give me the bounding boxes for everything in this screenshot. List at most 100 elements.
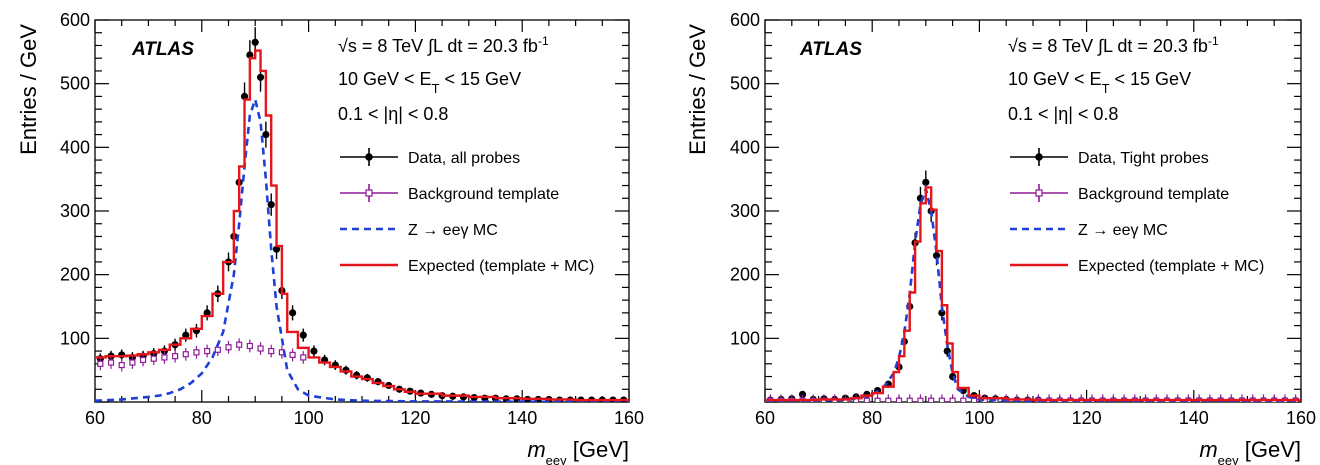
legend-label: Background template [408,186,559,203]
x-tick-label: 100 [964,408,994,428]
data-point [203,309,211,317]
x-tick-label: 120 [1072,408,1102,428]
x-tick-label: 60 [85,408,105,428]
template-point [246,342,253,350]
data-point [256,73,265,81]
energy-lumi-label: √s = 8 TeV ∫L dt = 20.3 fb-1 [1008,34,1219,56]
template-point [289,351,296,358]
x-axis-title: meeγ [GeV] [1199,437,1301,465]
energy-lumi-label: √s = 8 TeV ∫L dt = 20.3 fb-1 [338,34,549,56]
data-point [342,366,350,374]
legend-label: Expected (template + MC) [1078,258,1264,275]
template-point [895,397,903,402]
data-point [262,131,270,139]
template-point [960,397,967,402]
mc-dashed-line [765,184,1301,402]
y-tick-label: 500 [60,74,90,94]
data-point [299,331,307,339]
y-tick-label: 600 [730,10,760,30]
series-2 [765,184,1301,402]
x-tick-label: 140 [1179,408,1209,428]
template-point [938,397,945,402]
y-tick-label: 400 [60,137,90,157]
template-point [970,397,978,402]
template-point [129,359,136,366]
data-point [267,201,275,209]
y-axis-title: Entries / GeV [685,24,710,155]
template-point [214,346,221,353]
eta-range-label: 0.1 < |η| < 0.8 [1008,104,1118,124]
legend-label: Z → eeγ MC [1078,222,1168,239]
eta-range-label: 0.1 < |η| < 0.8 [338,104,448,124]
data-point [363,374,371,382]
data-point [251,38,259,46]
template-point [172,353,179,360]
expected-step-line [765,186,1301,402]
x-tick-label: 100 [294,408,324,428]
data-point [182,331,190,339]
template-point [97,360,104,367]
data-point [272,245,281,253]
template-point [906,397,913,402]
legend-entry-3: Expected (template + MC) [340,258,594,275]
y-tick-label: 600 [60,10,90,30]
y-tick-label: 300 [60,201,90,221]
template-point [917,397,924,402]
series-1 [97,338,307,372]
data-point [374,378,382,386]
plot-area [95,27,629,402]
series-0 [766,170,1300,402]
legend-entry-0: Data, all probes [340,148,520,167]
data-point [288,309,297,317]
y-tick-label: 200 [730,265,760,285]
y-tick-label: 500 [730,74,760,94]
y-tick-label: 100 [60,328,90,348]
x-tick-label: 80 [192,408,212,428]
legend-marker [1035,189,1043,197]
plot-area [765,170,1301,402]
chart-panel-right: 60 80 100 120 140 160 100 200 300 400 500 600 meeγ [… [685,10,1316,465]
data-point [240,92,249,100]
y-tick-label: 200 [60,265,90,285]
legend-entry-3: Expected (template + MC) [1010,258,1264,275]
data-point [310,347,318,355]
series-3 [765,186,1301,402]
mc-dashed-line [95,94,629,402]
template-point [236,341,243,348]
data-point [922,178,930,186]
legend-label: Z → eeγ MC [408,222,498,239]
template-point [204,347,211,355]
atlas-label: ATLAS [799,39,862,60]
data-point [353,371,361,379]
template-point [885,397,892,402]
template-point [161,354,168,361]
chart-panel-left: 60 80 100 120 140 160 100 200 300 400 500 600 meeγ [… [16,10,644,465]
x-tick-label: 160 [614,408,644,428]
template-point [182,351,189,358]
legend-entry-1: Background template [1010,184,1229,203]
et-range-label: 10 GeV < ET < 15 GeV [338,69,521,96]
legend-label: Data, Tight probes [1078,150,1209,167]
template-point [928,397,935,402]
template-point [193,349,200,356]
legend-marker [365,153,373,161]
legend-entry-1: Background template [340,184,559,203]
template-point [139,356,147,364]
atlas-label: ATLAS [131,39,194,60]
x-tick-label: 80 [862,408,882,428]
template-point [949,397,956,402]
x-axis-title: meeγ [GeV] [527,437,629,465]
expected-step-line [95,49,629,402]
legend-entry-2: Z → eeγ MC [340,222,498,239]
legend-label: Data, all probes [408,150,520,167]
series-2 [95,94,629,402]
legend-label: Expected (template + MC) [408,258,594,275]
y-tick-label: 400 [730,137,760,157]
template-point [874,397,881,402]
y-tick-label: 100 [730,328,760,348]
template-point [257,345,264,352]
y-axis-title: Entries / GeV [16,24,41,155]
legend-entry-2: Z → eeγ MC [1010,222,1168,239]
data-point [459,393,468,401]
